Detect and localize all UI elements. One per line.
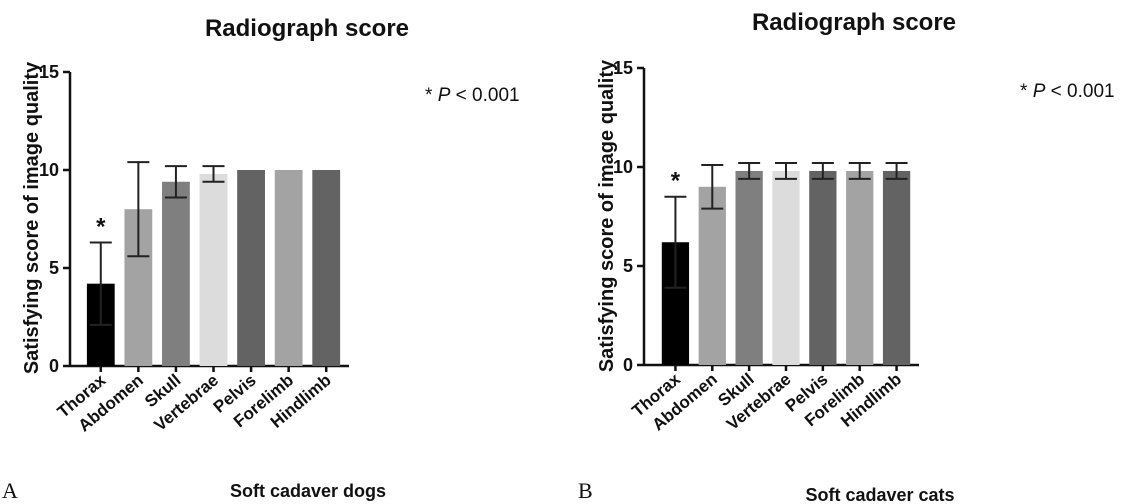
bar — [882, 170, 911, 365]
bar — [237, 170, 265, 366]
panel-label: A — [2, 478, 18, 503]
bar — [274, 170, 303, 366]
bar — [846, 170, 874, 365]
x-axis-label: Soft cadaver cats — [805, 485, 954, 504]
y-tick-label: 15 — [39, 62, 59, 82]
y-tick-label: 0 — [49, 356, 59, 376]
bar — [772, 170, 800, 365]
y-axis-label: Satisfying score of image quality — [21, 61, 43, 374]
y-tick-label: 0 — [623, 355, 633, 375]
y-tick-label: 5 — [623, 256, 633, 276]
y-axis-label: Satisfying score of image quality — [596, 59, 618, 372]
bar — [312, 170, 341, 366]
chart-panel-a: Radiograph score Satisfying score of ima… — [2, 15, 520, 503]
p-value-annotation: * P < 0.001 — [1020, 81, 1115, 102]
bar — [162, 181, 190, 366]
y-tick-label: 5 — [49, 258, 59, 278]
y-tick-label: 15 — [613, 58, 633, 78]
significance-star: * — [96, 214, 106, 241]
bar — [735, 170, 763, 365]
plot-area: 051015Thorax*AbdomenSkullVertebraePelvis… — [613, 58, 919, 434]
y-tick-label: 10 — [613, 157, 633, 177]
chart-title: Radiograph score — [752, 9, 956, 36]
panel-label: B — [578, 478, 593, 503]
plot-area: 051015Thorax*AbdomenSkullVertebraePelvis… — [39, 62, 349, 435]
bar — [199, 173, 228, 366]
y-tick-label: 10 — [39, 160, 59, 180]
p-value-annotation: * P < 0.001 — [425, 85, 520, 106]
chart-panel-b: Radiograph score Satisfying score of ima… — [578, 9, 1115, 504]
bar — [698, 186, 726, 365]
x-axis-label: Soft cadaver dogs — [230, 481, 386, 501]
bar — [809, 170, 837, 365]
chart-title: Radiograph score — [205, 15, 409, 42]
significance-star: * — [671, 168, 681, 195]
